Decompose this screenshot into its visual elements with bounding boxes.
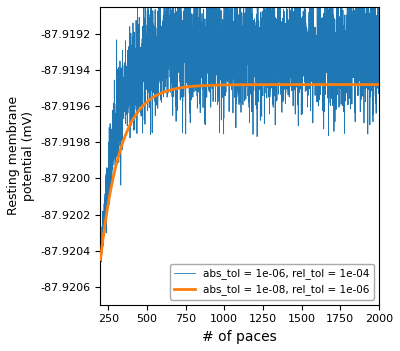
Y-axis label: Resting membrane
potential (mV): Resting membrane potential (mV) [7,96,35,216]
abs_tol = 1e-06, rel_tol = 1e-04 [99,260,104,264]
abs_tol = 1e-08, rel_tol = 1e-06 [98,258,103,262]
abs_tol = 1e-08, rel_tol = 1e-06 [176,86,181,90]
abs_tol = 1e-06, rel_tol = 1e-04 [272,47,276,51]
abs_tol = 1e-08, rel_tol = 1e-06 [158,92,162,96]
abs_tol = 1e-06, rel_tol = 1e-04 [376,56,381,60]
Line: abs_tol = 1e-06, rel_tol = 1e-04: abs_tol = 1e-06, rel_tol = 1e-04 [100,0,379,262]
abs_tol = 1e-08, rel_tol = 1e-06 [350,82,355,87]
abs_tol = 1e-06, rel_tol = 1e-04 [266,45,271,49]
abs_tol = 1e-06, rel_tol = 1e-04 [350,10,355,14]
abs_tol = 1e-08, rel_tol = 1e-06 [266,82,271,87]
X-axis label: # of paces: # of paces [202,330,277,344]
abs_tol = 1e-08, rel_tol = 1e-06 [376,82,381,87]
Legend: abs_tol = 1e-06, rel_tol = 1e-04, abs_tol = 1e-08, rel_tol = 1e-06: abs_tol = 1e-06, rel_tol = 1e-04, abs_to… [170,264,374,299]
abs_tol = 1e-08, rel_tol = 1e-06 [376,82,381,87]
abs_tol = 1e-06, rel_tol = 1e-04 [158,37,163,41]
abs_tol = 1e-06, rel_tol = 1e-04 [376,41,381,45]
abs_tol = 1e-06, rel_tol = 1e-04 [98,254,103,259]
abs_tol = 1e-08, rel_tol = 1e-06 [271,82,276,87]
Line: abs_tol = 1e-08, rel_tol = 1e-06: abs_tol = 1e-08, rel_tol = 1e-06 [100,85,379,260]
abs_tol = 1e-06, rel_tol = 1e-04 [176,26,181,31]
